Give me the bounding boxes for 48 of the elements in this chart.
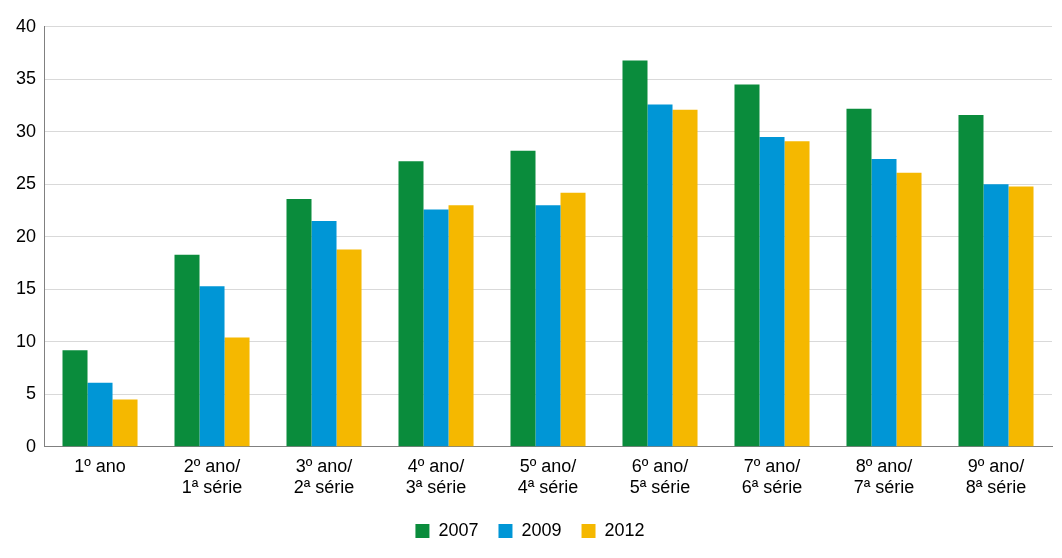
y-tick-label: 0 [26,435,37,456]
x-tick-label: 7º ano/ 6ª série [741,455,803,498]
legend-label: 2007 [438,519,479,540]
bar [398,161,424,447]
bar [286,199,312,447]
bar [958,115,984,447]
y-tick-label: 30 [15,120,37,141]
x-tick-label: 5º ano/ 4ª série [517,455,579,498]
bar [199,286,225,447]
y-tick-label: 5 [26,383,37,404]
y-tick-label: 25 [15,173,37,194]
bar [983,184,1009,447]
bar [1008,186,1034,447]
bar [672,109,698,447]
x-tick-label: 3º ano/ 2ª série [293,455,355,498]
bar [759,137,785,447]
y-tick-label: 35 [15,68,37,89]
bar [62,350,88,447]
bar [174,254,200,447]
x-tick-label: 8º ano/ 7ª série [853,455,915,498]
x-tick-label: 2º ano/ 1ª série [181,455,243,498]
x-tick-label: 9º ano/ 8ª série [965,455,1027,498]
legend-label: 2012 [604,519,645,540]
y-tick-label: 40 [15,15,37,36]
bar [224,337,250,447]
bar [734,84,760,447]
legend-label: 2009 [521,519,562,540]
y-tick-label: 20 [15,225,37,246]
bar [896,172,922,447]
bar [622,60,648,447]
x-tick-label: 1º ano [74,455,126,476]
bar [510,150,536,447]
bar [535,205,561,447]
bar [87,382,113,447]
bar [784,141,810,447]
bar [448,205,474,447]
bar [311,221,337,447]
y-tick-label: 15 [15,278,37,299]
bar [871,159,897,447]
bar [112,399,138,447]
bar [560,192,586,447]
x-tick-label: 4º ano/ 3ª série [405,455,467,498]
bar [846,108,872,447]
bar [336,249,362,447]
y-tick-label: 10 [15,330,37,351]
bar [647,104,673,447]
bar [423,209,449,447]
x-tick-label: 6º ano/ 5ª série [629,455,691,498]
